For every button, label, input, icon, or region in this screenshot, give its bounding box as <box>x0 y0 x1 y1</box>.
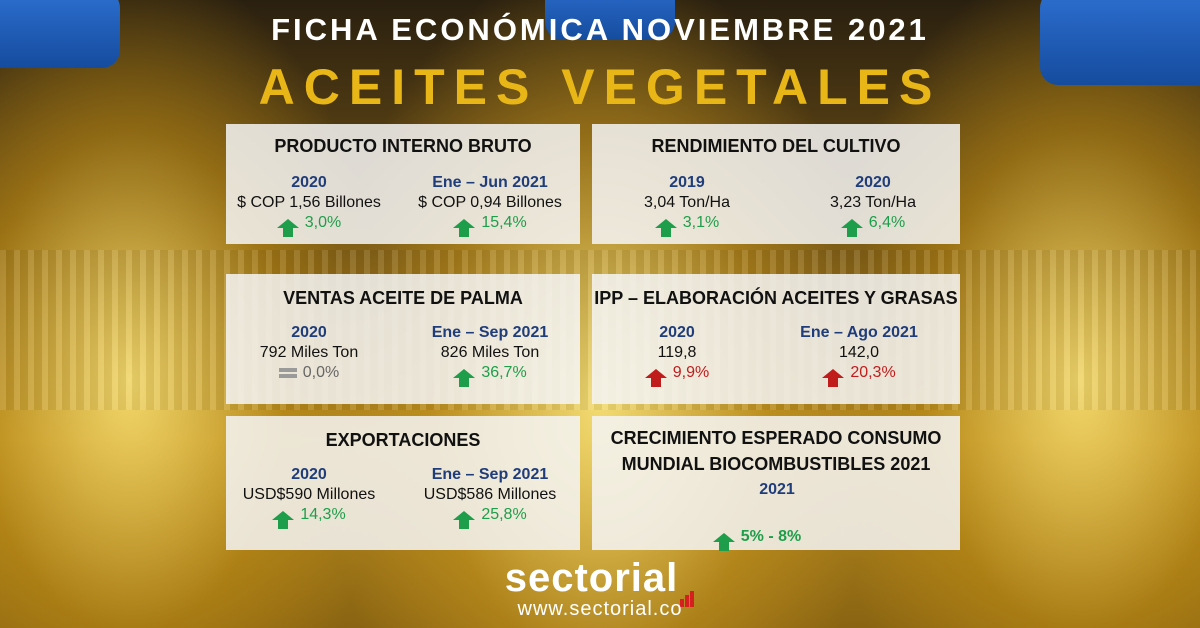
value-label: 119,8 <box>657 344 697 361</box>
stat-left: 2019 3,04 Ton/Ha 3,1% <box>602 174 772 237</box>
change-label: 25,8% <box>481 506 527 523</box>
panel-biocombustibles: CRECIMIENTO ESPERADO CONSUMO MUNDIAL BIO… <box>592 416 960 551</box>
change-label: 9,9% <box>672 364 710 381</box>
stat-single-change: 5% - 8% <box>672 526 842 551</box>
change-label: 5% - 8% <box>740 528 802 545</box>
change-label: 6,4% <box>868 214 906 231</box>
change-label: 0,0% <box>302 364 340 381</box>
value-label: USD$586 Millones <box>423 486 557 503</box>
period-label: 2021 <box>759 481 795 498</box>
arrow-up-icon <box>453 218 476 237</box>
change-label: 14,3% <box>300 506 346 523</box>
change-label: 3,1% <box>682 214 720 231</box>
arrow-up-icon <box>272 510 295 529</box>
period-label: 2020 <box>659 324 695 341</box>
value-label: 3,23 Ton/Ha <box>830 194 916 211</box>
value-label: $ COP 1,56 Billones <box>237 194 381 211</box>
stat-left: 2020 792 Miles Ton 0,0% <box>224 324 394 382</box>
stat-single: 2021 <box>692 481 862 499</box>
panel-title: VENTAS ACEITE DE PALMA <box>283 288 523 308</box>
stat-left: 2020 $ COP 1,56 Billones 3,0% <box>224 174 394 237</box>
arrow-up-icon <box>453 510 476 529</box>
value-label: 826 Miles Ton <box>440 344 540 361</box>
panel-rendimiento: RENDIMIENTO DEL CULTIVO 2019 3,04 Ton/Ha… <box>592 124 960 244</box>
no-change-icon <box>278 368 297 378</box>
panel-title-line2: MUNDIAL BIOCOMBUSTIBLES 2021 <box>621 454 931 474</box>
arrow-up-icon <box>644 368 667 387</box>
arrow-up-icon <box>822 368 845 387</box>
panel-title: EXPORTACIONES <box>325 430 481 450</box>
arrow-up-icon <box>453 368 476 387</box>
bottle-cap-left <box>0 0 120 68</box>
period-label: Ene – Sep 2021 <box>431 324 549 341</box>
bottle-cap-center <box>545 0 675 40</box>
bar-chart-icon <box>680 562 695 607</box>
arrow-up-icon <box>654 218 677 237</box>
value-label: 3,04 Ton/Ha <box>644 194 730 211</box>
period-label: Ene – Jun 2021 <box>432 174 548 191</box>
value-label: 142,0 <box>838 344 880 361</box>
panel-title: IPP – ELABORACIÓN ACEITES Y GRASAS <box>594 288 958 308</box>
period-label: 2019 <box>669 174 705 191</box>
sectorial-logo: sectorial <box>0 556 1200 607</box>
panel-title: PRODUCTO INTERNO BRUTO <box>274 136 532 156</box>
stat-left: 2020 USD$590 Millones 14,3% <box>224 466 394 529</box>
period-label: 2020 <box>291 324 327 341</box>
stat-right: Ene – Sep 2021 826 Miles Ton 36,7% <box>405 324 575 387</box>
change-label: 20,3% <box>850 364 896 381</box>
website-link[interactable]: www.sectorial.co <box>517 598 683 620</box>
value-label: $ COP 0,94 Billones <box>418 194 562 211</box>
panel-title-line1: CRECIMIENTO ESPERADO CONSUMO <box>610 428 942 448</box>
arrow-up-icon <box>276 218 299 237</box>
period-label: 2020 <box>291 466 327 483</box>
period-label: Ene – Ago 2021 <box>800 324 918 341</box>
logo-text: sectorial <box>504 556 679 600</box>
stat-right: Ene – Ago 2021 142,0 20,3% <box>774 324 944 387</box>
arrow-up-icon <box>840 218 863 237</box>
panel-title: RENDIMIENTO DEL CULTIVO <box>651 136 901 156</box>
page-subtitle: ACEITES VEGETALES <box>258 59 942 115</box>
value-label: 792 Miles Ton <box>259 344 359 361</box>
bottle-cap-right <box>1040 0 1200 85</box>
change-label: 3,0% <box>304 214 342 231</box>
change-label: 15,4% <box>481 214 527 231</box>
stat-right: Ene – Jun 2021 $ COP 0,94 Billones 15,4% <box>405 174 575 237</box>
panel-ipp: IPP – ELABORACIÓN ACEITES Y GRASAS 2020 … <box>592 274 960 404</box>
period-label: 2020 <box>855 174 891 191</box>
panel-pib: PRODUCTO INTERNO BRUTO 2020 $ COP 1,56 B… <box>226 124 580 244</box>
panel-exportaciones: EXPORTACIONES 2020 USD$590 Millones 14,3… <box>226 416 580 550</box>
panel-ventas: VENTAS ACEITE DE PALMA 2020 792 Miles To… <box>226 274 580 404</box>
change-label: 36,7% <box>481 364 527 381</box>
value-label: USD$590 Millones <box>242 486 376 503</box>
period-label: Ene – Sep 2021 <box>431 466 549 483</box>
page-title: FICHA ECONÓMICA NOVIEMBRE 2021 <box>271 12 929 47</box>
stat-left: 2020 119,8 9,9% <box>592 324 762 387</box>
stat-right: Ene – Sep 2021 USD$586 Millones 25,8% <box>405 466 575 529</box>
arrow-up-icon <box>712 532 735 551</box>
stat-right: 2020 3,23 Ton/Ha 6,4% <box>788 174 958 237</box>
period-label: 2020 <box>291 174 327 191</box>
